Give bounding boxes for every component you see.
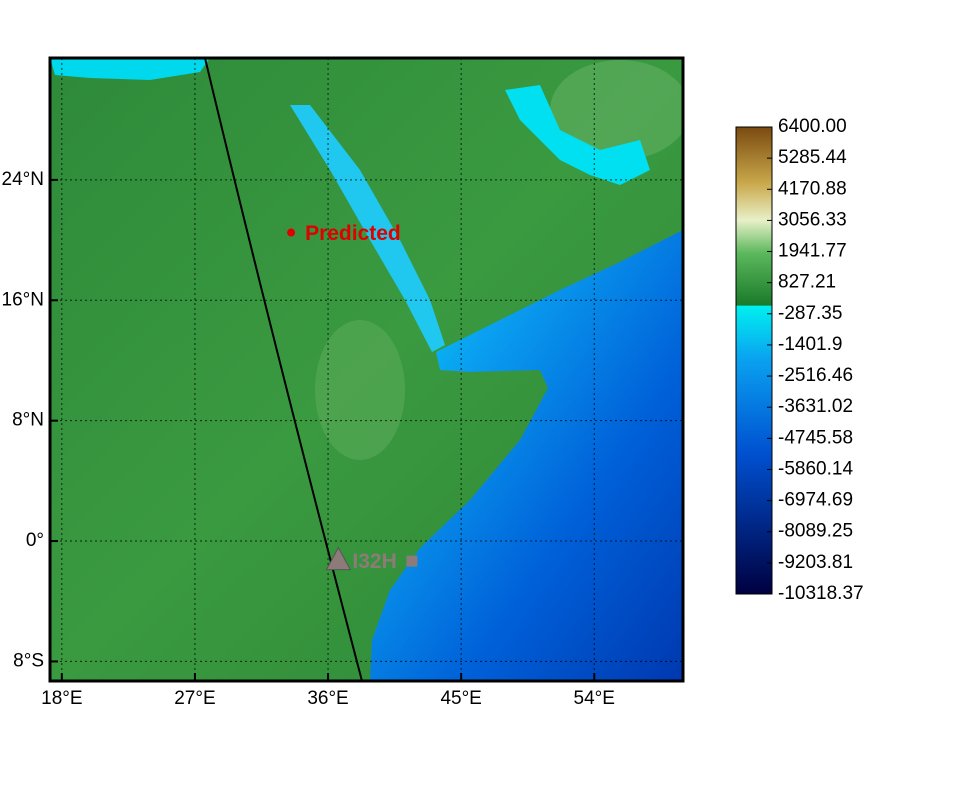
- lat-tick-label: 24°N: [2, 169, 44, 190]
- colorbar-tick-label: -6974.69: [778, 490, 853, 511]
- marker: [325, 546, 352, 571]
- sea: [290, 105, 445, 352]
- lat-tick-label: 8°N: [12, 410, 44, 431]
- lon-tick-label: 27°E: [174, 688, 215, 709]
- marker-label: I32H: [352, 550, 396, 573]
- marker: [287, 228, 296, 237]
- colorbar-tick-label: 6400.00: [778, 116, 847, 137]
- colorbar-tick-label: -4745.58: [778, 427, 853, 448]
- path-line: [204, 58, 363, 681]
- sea: [505, 85, 650, 185]
- station-square: [406, 555, 418, 567]
- terrain: [50, 58, 683, 681]
- highlands: [315, 320, 405, 460]
- colorbar-tick-label: -3631.02: [778, 396, 853, 417]
- colorbar-tick-label: 5285.44: [778, 147, 847, 168]
- lat-tick-label: 0°: [26, 530, 44, 551]
- lon-tick-label: 36°E: [307, 688, 348, 709]
- colorbar-tick-label: 4170.88: [778, 178, 847, 199]
- colorbar-tick-label: 827.21: [778, 272, 836, 293]
- colorbar-tick-label: -10318.37: [778, 583, 864, 604]
- colorbar-tick-label: 1941.77: [778, 241, 847, 262]
- colorbar-tick-label: -8089.25: [778, 521, 853, 542]
- lat-tick-label: 8°S: [13, 650, 44, 671]
- ocean: [370, 230, 683, 681]
- map-frame: [48, 56, 685, 683]
- colorbar-tick-label: -9203.81: [778, 552, 853, 573]
- highlands: [550, 60, 683, 160]
- lon-tick-label: 54°E: [574, 688, 615, 709]
- colorbar-tick-label: -2516.46: [778, 365, 853, 386]
- lon-tick-label: 45°E: [440, 688, 481, 709]
- sea: [50, 58, 210, 80]
- marker-label: Predicted: [305, 222, 401, 245]
- colorbar-tick-label: -287.35: [778, 303, 842, 324]
- colorbar: [735, 126, 773, 595]
- colorbar-tick-label: -5860.14: [778, 458, 853, 479]
- lat-tick-label: 16°N: [2, 289, 44, 310]
- colorbar-tick-label: -1401.9: [778, 334, 842, 355]
- lon-tick-label: 18°E: [41, 688, 82, 709]
- colorbar-tick-label: 3056.33: [778, 209, 847, 230]
